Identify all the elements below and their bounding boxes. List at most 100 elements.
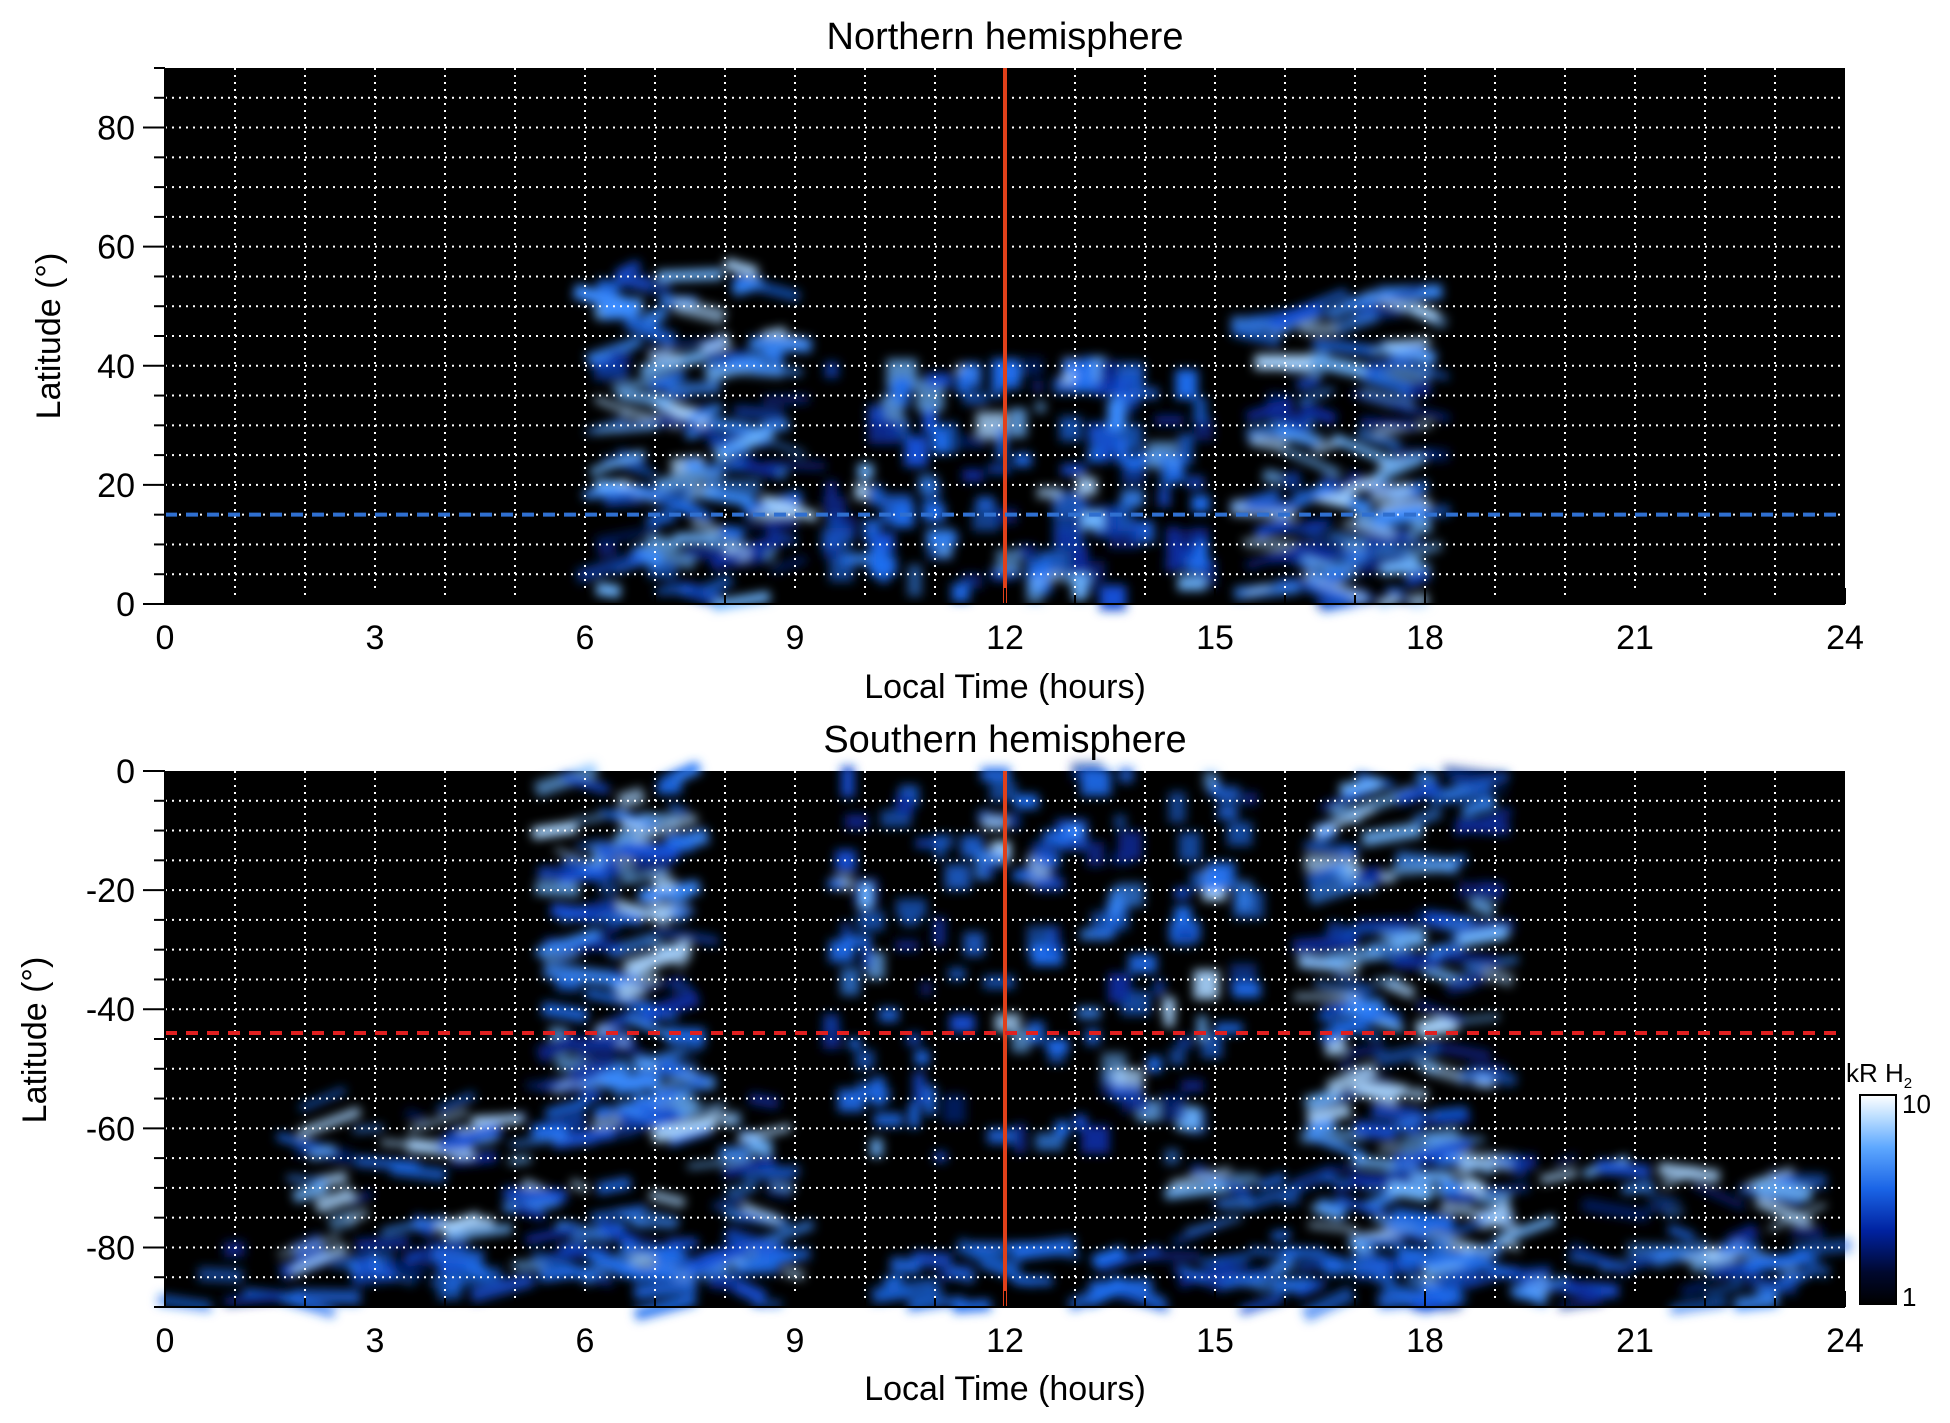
emission-patch [1077, 501, 1092, 513]
emission-patch [286, 1175, 328, 1185]
emission-patch [1280, 445, 1342, 478]
emission-patch [1177, 576, 1206, 591]
emission-patch [1380, 556, 1421, 576]
emission-patch [638, 485, 705, 520]
emission-patch [1663, 1208, 1684, 1217]
x-tick-label: 24 [1826, 619, 1864, 657]
emission-patch [1621, 1182, 1654, 1194]
emission-patch [671, 502, 691, 511]
emission-patch [948, 967, 966, 981]
emission-patch [618, 842, 680, 861]
emission-patch [1301, 1285, 1356, 1323]
emission-patch [390, 1161, 448, 1183]
emission-patch [996, 428, 1007, 460]
emission-patch [1242, 792, 1258, 805]
emission-patch [1414, 999, 1466, 1026]
emission-patch [706, 415, 761, 437]
emission-patch [381, 1257, 426, 1281]
emission-patch [445, 1223, 513, 1241]
emission-patch [1790, 1223, 1824, 1241]
emission-patch [1626, 1242, 1688, 1259]
emission-patch [1385, 587, 1405, 596]
emission-patch [1176, 1035, 1194, 1049]
emission-patch [702, 573, 734, 597]
emission-patch [1081, 1125, 1110, 1154]
emission-patch [1280, 435, 1326, 442]
emission-patch [823, 1014, 840, 1031]
emission-patch [1111, 1084, 1143, 1102]
emission-patch [573, 1034, 619, 1061]
emission-patch [934, 835, 947, 860]
emission-patch [1090, 1245, 1127, 1269]
emission-patch [1389, 928, 1428, 951]
emission-patch [705, 477, 761, 496]
emission-patch [1335, 1194, 1389, 1219]
emission-patch [1026, 559, 1050, 579]
emission-patch [1412, 805, 1443, 828]
emission-patch [869, 485, 883, 506]
emission-patch [647, 370, 686, 392]
emission-patch [1444, 968, 1488, 996]
x-tick-label: 3 [366, 619, 385, 657]
emission-patch [823, 496, 846, 516]
emission-patch [596, 542, 618, 558]
y-tick-label: 80 [97, 110, 135, 148]
emission-patch [292, 1180, 328, 1204]
emission-patch [1056, 532, 1074, 545]
emission-patch [1097, 1245, 1162, 1273]
emission-patch [573, 1134, 597, 1146]
emission-patch [955, 372, 970, 394]
emission-patch [1296, 374, 1321, 392]
emission-patch [593, 395, 631, 417]
emission-patch [1753, 1178, 1813, 1203]
emission-patch [1292, 483, 1335, 504]
emission-patch [1117, 438, 1129, 465]
emission-patch [296, 1106, 362, 1139]
emission-patch [1485, 1183, 1530, 1196]
emission-patch [1280, 522, 1346, 549]
emission-patch [593, 364, 629, 382]
emission-patch [1439, 1204, 1486, 1219]
emission-patch [1186, 476, 1204, 489]
emission-patch [407, 1108, 469, 1134]
emission-patch [962, 469, 984, 482]
emission-patch [1080, 769, 1111, 796]
emission-patch [1014, 1124, 1026, 1153]
emission-patch [946, 1264, 977, 1285]
emission-patch [631, 859, 671, 873]
emission-patch [632, 813, 699, 843]
emission-patch [1121, 1097, 1150, 1113]
emission-patch [960, 835, 984, 858]
emission-patch [1384, 337, 1431, 350]
colorbar-min-label: 1 [1902, 1282, 1916, 1312]
emission-patch [938, 545, 952, 557]
emission-patch [603, 860, 623, 874]
emission-patch [763, 394, 809, 405]
emission-patch [1161, 1001, 1176, 1015]
emission-patch [585, 898, 620, 920]
emission-patch [1009, 408, 1027, 438]
emission-patch [1013, 1275, 1053, 1286]
south-reference-lines [165, 771, 1845, 1307]
emission-patch [640, 1008, 662, 1022]
emission-patch [987, 1128, 1015, 1144]
emission-patch [840, 967, 860, 996]
emission-patch [1339, 844, 1360, 856]
emission-patch [1356, 866, 1384, 886]
emission-patch [595, 1176, 632, 1196]
emission-patch [1128, 954, 1157, 973]
y-tick-label: -20 [86, 872, 135, 910]
emission-patch [1037, 486, 1062, 499]
emission-patch [549, 861, 580, 882]
emission-patch [1293, 992, 1360, 1001]
emission-patch [1646, 1192, 1681, 1206]
emission-patch [657, 781, 682, 794]
emission-patch [1035, 401, 1046, 413]
x-tick-label: 15 [1196, 619, 1234, 657]
emission-patch [1414, 1217, 1455, 1235]
emission-patch [292, 1288, 361, 1305]
emission-patch [719, 1146, 749, 1159]
north-axes: 0 3 6 9 12 15 18 21 24 0 20 40 60 80 [97, 67, 1864, 657]
emission-patch [1244, 1183, 1301, 1211]
emission-patch [434, 1216, 495, 1232]
